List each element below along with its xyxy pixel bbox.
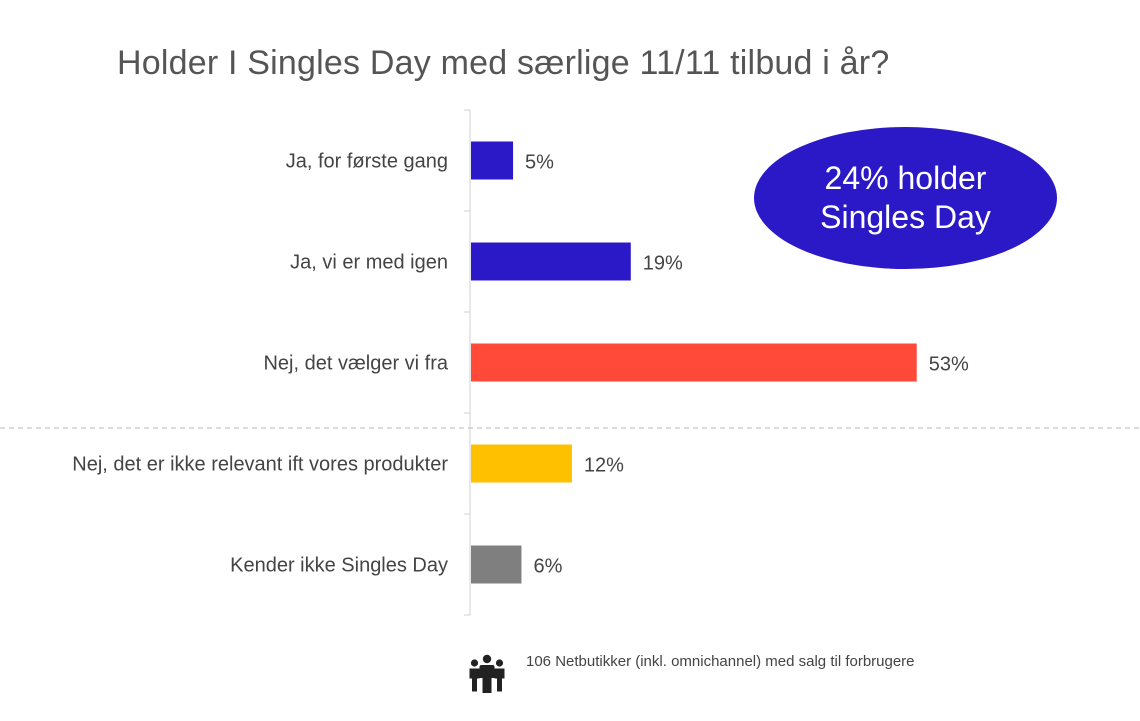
- bar: [471, 343, 917, 382]
- bar: [471, 545, 522, 584]
- value-label: 5%: [525, 152, 554, 174]
- chart-title: Holder I Singles Day med særlige 11/11 t…: [117, 44, 890, 82]
- callout-line-2: Singles Day: [820, 199, 991, 235]
- value-label: 53%: [929, 354, 969, 376]
- category-label: Ja, vi er med igen: [290, 252, 448, 274]
- category-label: Nej, det vælger vi fra: [263, 353, 448, 375]
- summary-callout: 24% holder Singles Day: [754, 127, 1057, 269]
- footnote-text: 106 Netbutikker (inkl. omnichannel) med …: [526, 653, 915, 670]
- callout-line-1: 24% holder: [824, 160, 987, 196]
- category-label: Kender ikke Singles Day: [230, 555, 448, 577]
- footnote: 106 Netbutikker (inkl. omnichannel) med …: [468, 652, 915, 694]
- people-group-icon: [469, 654, 505, 693]
- labels-group: Ja, for første gang 5% Ja, vi er med igen 1…: [72, 151, 969, 578]
- category-label: Ja, for første gang: [286, 151, 448, 173]
- bar: [471, 141, 514, 180]
- axis-group: [464, 109, 471, 616]
- value-label: 12%: [584, 455, 624, 477]
- bar: [471, 242, 631, 281]
- value-label: 6%: [533, 556, 562, 578]
- bars-group: [471, 141, 917, 584]
- value-label: 19%: [643, 253, 683, 275]
- category-label: Nej, det er ikke relevant ift vores prod…: [72, 454, 448, 476]
- bar: [471, 444, 572, 483]
